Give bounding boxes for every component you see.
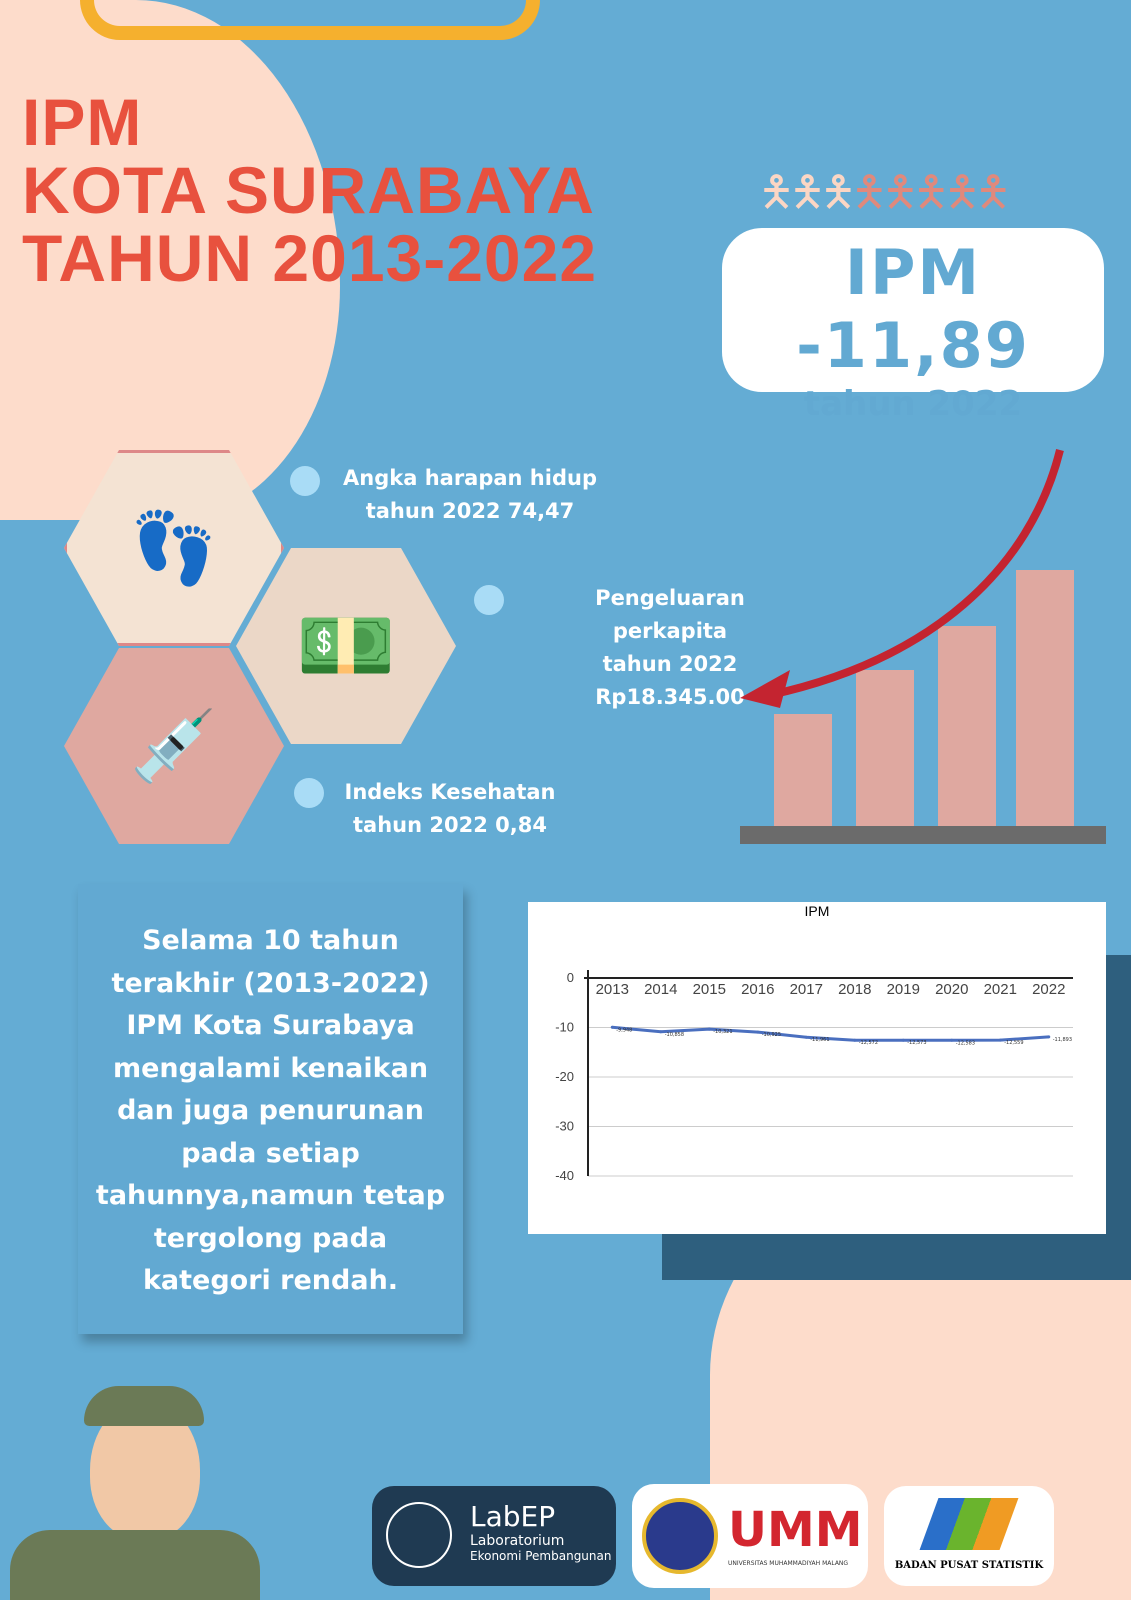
logo-labep: LabEP Laboratorium Ekonomi Pembangunan [372,1486,616,1586]
umm-sub: UNIVERSITAS MUHAMMADIYAH MALANG [728,1560,849,1567]
hex-feet: 👣 [64,450,284,646]
bar-base [740,826,1106,844]
logo-bps: BADAN PUSAT STATISTIK [884,1486,1054,1586]
data-point [998,1038,1002,1042]
data-label: -10,858 [665,1032,684,1038]
ipm-highlight-card: IPM -11,89 tahun 2022 [722,228,1104,424]
pointing-man-illustration [0,1380,260,1600]
ipm-value: IPM -11,89 [796,236,1030,382]
data-point [756,1030,760,1034]
data-label: -12,583 [956,1040,975,1046]
y-tick-label: -40 [555,1168,574,1183]
x-tick-label: 2021 [984,981,1017,998]
labep-line2: Ekonomi Pembangunan [470,1549,612,1563]
people-icons: 🯅🯅🯅🯅🯅🯅🯅🯅 [758,162,1012,233]
data-label: -11,961 [810,1037,829,1043]
stat-value: tahun 2022 74,47 [365,499,575,523]
data-point [659,1030,663,1034]
stat-label: Angka harapan hidup [343,466,597,490]
data-point [804,1035,808,1039]
y-tick-label: -30 [555,1119,574,1134]
stat-value: tahun 2022 Rp18.345.00 [595,652,745,709]
stat-label: Indeks Kesehatan [344,780,556,804]
bar-illustration [774,560,1074,826]
illustration-bar [938,626,996,826]
x-tick-label: 2016 [741,981,774,998]
logo-umm: UMM UNIVERSITAS MUHAMMADIYAH MALANG [632,1484,868,1588]
bullet-dot [474,585,504,615]
data-point [853,1038,857,1042]
ipm-year: tahun 2022 [803,384,1023,424]
decor-orange-loops [80,0,540,40]
data-point [1047,1035,1051,1039]
data-label: -12,559 [1004,1040,1023,1046]
data-point [610,1025,614,1029]
ipm-series-line [612,1025,1049,1042]
umm-name: UMM [728,1502,863,1558]
x-tick-label: 2015 [693,981,726,998]
umm-emblem-icon [642,1498,718,1574]
stat-life-expectancy: Angka harapan hidup tahun 2022 74,47 [340,462,600,528]
bps-emblem-icon [919,1498,1019,1550]
bullet-dot [290,466,320,496]
person-icon: 🯅🯅🯅 [758,167,857,216]
data-label: -11,893 [1053,1037,1072,1043]
data-point [901,1038,905,1042]
title-line: TAHUN 2013-2022 [22,221,598,295]
hex-syringe: 💉 [64,648,284,844]
summary-box: Selama 10 tahun terakhir (2013-2022) IPM… [78,884,463,1334]
y-tick-label: 0 [567,970,574,985]
stat-expenditure: Pengeluaran perkapita tahun 2022 Rp18.345… [535,582,805,714]
data-label: -10,321 [713,1029,732,1035]
bps-name: BADAN PUSAT STATISTIK [894,1560,1044,1571]
data-label: -10,925 [762,1032,781,1038]
labep-line1: Laboratorium [470,1533,565,1549]
illustration-bar [774,714,832,826]
labep-emblem-icon [386,1502,452,1568]
stat-label: Pengeluaran perkapita [595,586,745,643]
illustration-bar [856,670,914,826]
page-title: IPM KOTA SURABAYA TAHUN 2013-2022 [22,88,597,292]
illustration-bar [1016,570,1074,826]
title-line: KOTA SURABAYA [22,153,595,227]
red-arrow-icon [740,449,1064,708]
x-tick-label: 2018 [838,981,871,998]
labep-name: LabEP [470,1500,556,1533]
data-label: -12,572 [859,1040,878,1046]
x-tick-label: 2017 [790,981,823,998]
data-point [707,1027,711,1031]
x-tick-label: 2014 [644,981,677,998]
bullet-dot [294,778,324,808]
x-tick-label: 2019 [887,981,920,998]
chart-title: IPM [805,903,830,919]
data-label: -12,573 [907,1040,926,1046]
summary-text: Selama 10 tahun terakhir (2013-2022) IPM… [95,925,446,1296]
stat-health-index: Indeks Kesehatan tahun 2022 0,84 [340,776,560,842]
x-tick-label: 2013 [596,981,629,998]
ipm-line-chart: IPM 0 -10 -20 -30 -40 2013 2014 2015 2016 2017 201… [528,902,1106,1234]
x-tick-label: 2022 [1032,981,1065,998]
title-line: IPM [22,85,143,159]
hex-money: 💵 [236,548,456,744]
y-tick-label: -20 [555,1069,574,1084]
y-tick-label: -10 [555,1020,574,1035]
stat-value: tahun 2022 0,84 [353,813,547,837]
data-point [950,1038,954,1042]
data-label: -9,948 [616,1027,632,1033]
x-tick-label: 2020 [935,981,968,998]
person-icon: 🯅🯅🯅🯅🯅 [850,167,1012,216]
